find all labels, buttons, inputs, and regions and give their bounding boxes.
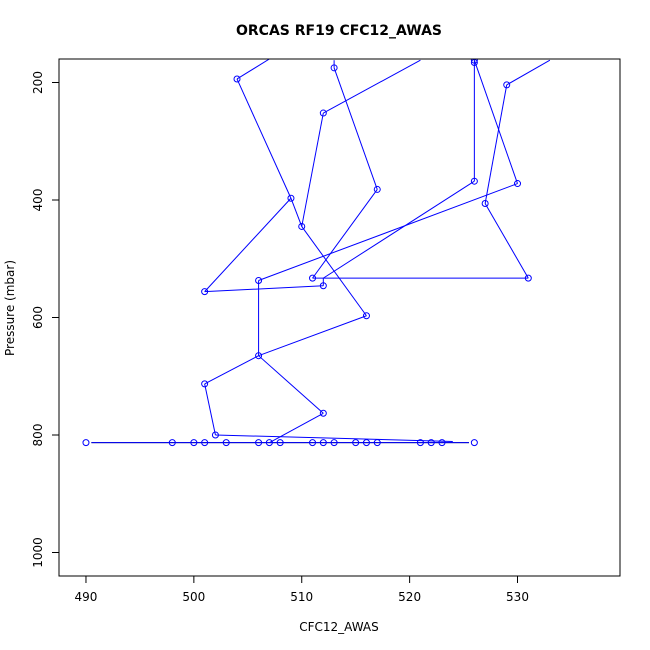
series-line-segment [301,112,324,227]
plot-area [82,59,551,447]
x-tick-label: 530 [506,590,529,604]
data-point [222,439,230,447]
series-line-segment [204,197,292,292]
data-point [255,439,263,447]
y-tick-label: 600 [31,306,45,329]
y-tick-label: 200 [31,71,45,94]
plot-frame [58,58,621,577]
data-point [470,177,478,185]
data-point [201,288,209,296]
data-point [255,276,263,284]
data-point [438,439,446,447]
series-line-segment [290,198,303,227]
x-tick-label: 510 [290,590,313,604]
series-line-segment [204,383,216,436]
axes: 490 500 510 520 530 200 400 600 800 1000 [31,71,529,604]
data-point [330,439,338,447]
data-point [352,439,360,447]
y-tick-label: 1000 [31,537,45,568]
series-line-segment [258,183,518,281]
x-axis-label: CFC12_AWAS [299,620,379,634]
data-point [211,431,219,439]
series-line-segment [484,84,508,204]
data-point [319,439,327,447]
data-point [233,75,241,83]
series-line-segment [484,203,529,279]
data-point [190,439,198,447]
data-point [319,282,327,290]
series-line-segment [258,315,367,357]
y-axis-label: Pressure (mbar) [3,260,17,356]
y-tick-label: 800 [31,424,45,447]
data-point [330,64,338,72]
series-line-segment [215,434,453,442]
series-line-segment [204,285,324,293]
data-point [470,59,478,64]
data-point [470,439,478,447]
data-point [319,409,327,417]
series-line-segment [204,355,259,385]
data-point [524,274,532,282]
data-point [373,439,381,447]
series-line-segment [323,59,421,114]
data-point [362,312,370,320]
data-point [201,439,209,447]
x-tick-label: 500 [182,590,205,604]
data-point [201,380,209,388]
x-tick-label: 490 [75,590,98,604]
data-point [255,352,263,360]
data-point [287,194,295,202]
series-line-segment [323,180,475,279]
series-line-segment [312,189,378,279]
data-point [82,439,90,447]
series-line-segment [506,59,551,86]
data-point [481,200,489,208]
data-point [168,439,176,447]
data-point [309,274,317,282]
series-line-segment [258,355,324,414]
data-point [309,439,317,447]
data-point [362,439,370,447]
series-line-segment [236,59,270,80]
series-line-segment [473,60,518,184]
data-point [427,439,435,447]
series-line-segment [269,412,324,444]
data-point [373,185,381,193]
data-point [470,59,478,67]
data-point [265,439,273,447]
x-tick-label: 520 [398,590,421,604]
data-point [503,81,511,89]
y-tick-label: 400 [31,189,45,212]
data-point [416,439,424,447]
data-point [276,439,284,447]
series-line-segment [236,78,292,199]
data-point [514,180,522,188]
data-point [319,109,327,117]
series-line-segment [333,67,378,190]
chart-title: ORCAS RF19 CFC12_AWAS [236,23,442,39]
data-point [298,222,306,230]
